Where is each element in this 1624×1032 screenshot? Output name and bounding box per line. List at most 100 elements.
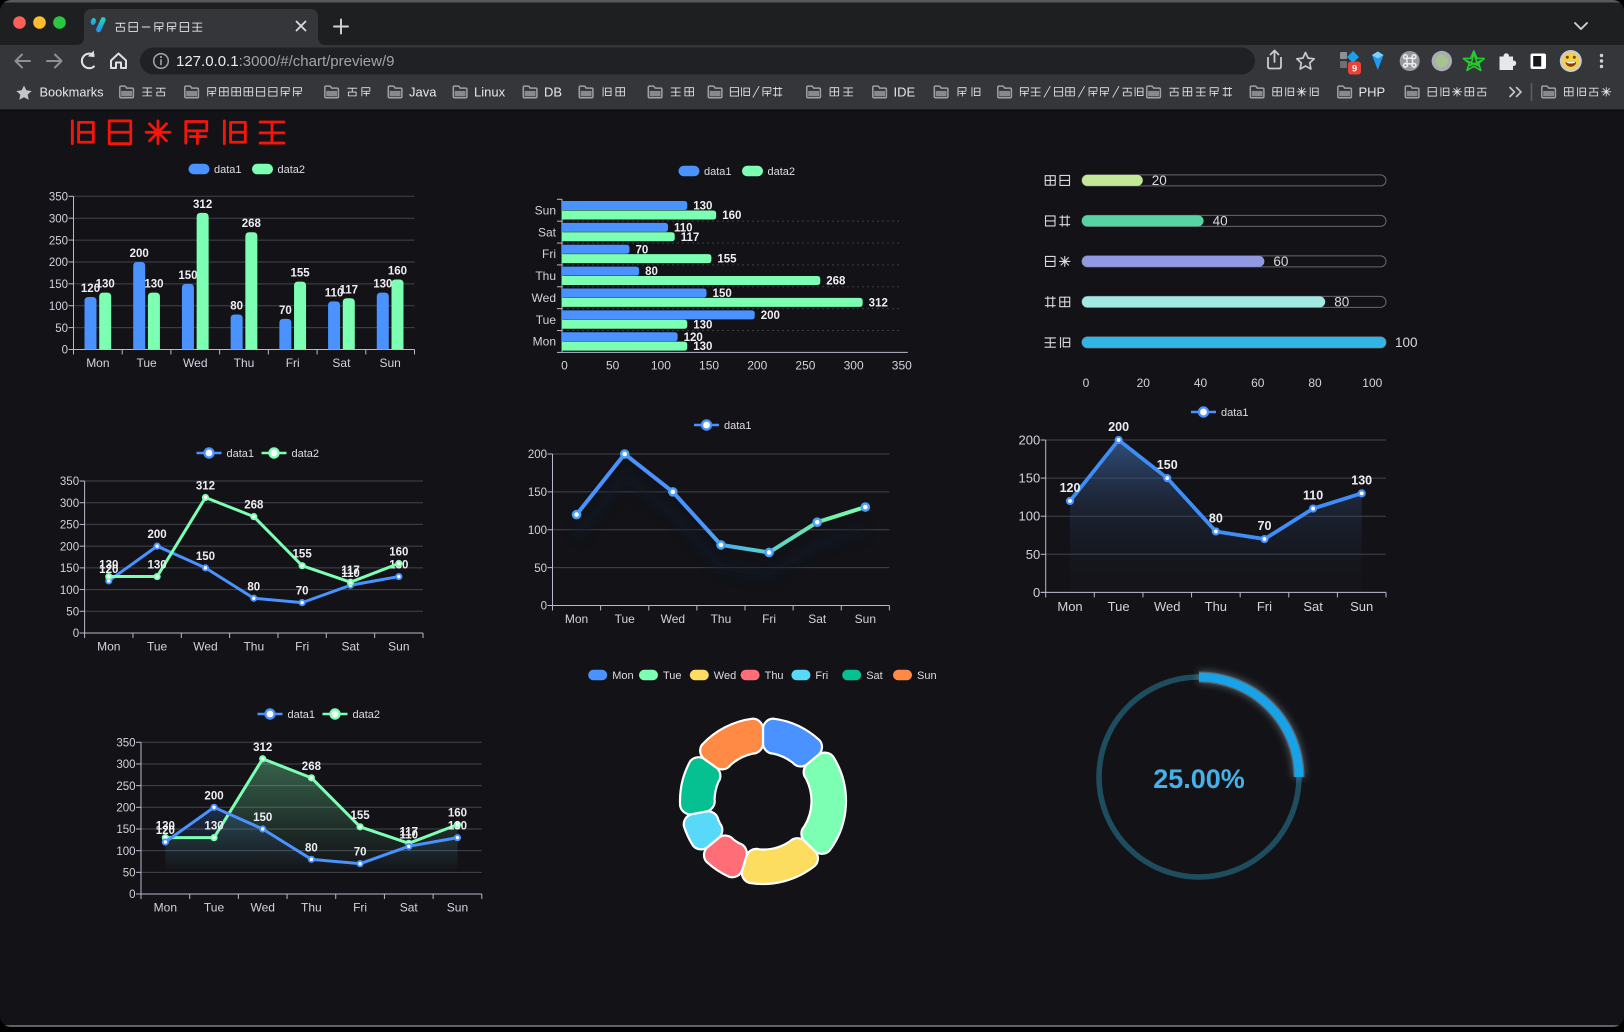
svg-text:Sun: Sun: [1350, 599, 1373, 614]
svg-text:Thu: Thu: [535, 269, 556, 283]
svg-text:130: 130: [693, 319, 712, 331]
svg-text:130: 130: [693, 341, 712, 353]
svg-text:70: 70: [1258, 519, 1272, 533]
svg-text:100: 100: [1018, 509, 1040, 524]
svg-text:Sat: Sat: [1303, 599, 1323, 614]
svg-text:data1: data1: [1221, 407, 1249, 419]
svg-text:350: 350: [116, 738, 135, 750]
svg-text:130: 130: [96, 279, 115, 291]
svg-text:150: 150: [49, 279, 68, 291]
svg-text:120: 120: [81, 283, 100, 295]
svg-text:DB: DB: [544, 84, 562, 99]
svg-text:Sun: Sun: [855, 612, 876, 626]
svg-text:Mon: Mon: [154, 901, 177, 915]
svg-text:20: 20: [1137, 376, 1151, 390]
svg-text:Thu: Thu: [243, 640, 264, 654]
svg-text:data1: data1: [214, 164, 242, 176]
svg-text:50: 50: [606, 359, 620, 373]
svg-text:80: 80: [1209, 511, 1223, 525]
svg-text:160: 160: [388, 265, 407, 277]
svg-text:Sat: Sat: [866, 670, 883, 682]
svg-text:110: 110: [325, 287, 344, 299]
svg-text:Wed: Wed: [1154, 599, 1181, 614]
svg-text:data1: data1: [227, 448, 255, 460]
svg-text:130: 130: [1351, 473, 1372, 487]
svg-text:0: 0: [62, 345, 68, 357]
svg-text:40: 40: [1194, 376, 1208, 390]
svg-text:250: 250: [60, 520, 79, 532]
svg-text:130: 130: [204, 821, 223, 833]
svg-text:Wed: Wed: [183, 356, 207, 370]
svg-text:Bookmarks: Bookmarks: [40, 85, 104, 100]
svg-text:120: 120: [684, 332, 703, 344]
svg-text:250: 250: [49, 235, 68, 247]
svg-text:250: 250: [116, 781, 135, 793]
svg-text:200: 200: [49, 257, 68, 269]
svg-text:data1: data1: [704, 166, 732, 178]
svg-text:250: 250: [795, 359, 815, 373]
svg-text:0: 0: [129, 889, 135, 901]
svg-text:70: 70: [635, 244, 648, 256]
svg-text:155: 155: [290, 268, 310, 280]
svg-text:130: 130: [693, 201, 712, 213]
svg-text:40: 40: [1213, 214, 1228, 229]
svg-text:150: 150: [178, 270, 197, 282]
svg-text:50: 50: [1026, 547, 1040, 562]
svg-text:150: 150: [196, 551, 215, 563]
svg-text:200: 200: [761, 310, 780, 322]
svg-text:0: 0: [1083, 376, 1090, 390]
svg-text:Fri: Fri: [1257, 599, 1272, 614]
svg-text:50: 50: [55, 323, 68, 335]
svg-text:Linux: Linux: [474, 84, 506, 99]
svg-text:25.00%: 25.00%: [1153, 764, 1245, 794]
svg-text:data2: data2: [292, 448, 320, 460]
svg-text:130: 130: [148, 560, 167, 572]
svg-text:117: 117: [341, 565, 360, 577]
svg-text:268: 268: [242, 218, 262, 230]
svg-text:80: 80: [305, 842, 318, 854]
svg-text:160: 160: [389, 547, 408, 559]
svg-text:268: 268: [244, 500, 264, 512]
svg-text:150: 150: [116, 824, 135, 836]
svg-text:Fri: Fri: [815, 670, 828, 682]
svg-text:Fri: Fri: [286, 356, 300, 370]
svg-text:120: 120: [1060, 481, 1081, 495]
svg-text:120: 120: [99, 564, 118, 576]
svg-text:Sat: Sat: [332, 356, 351, 370]
svg-text:Tue: Tue: [663, 670, 682, 682]
svg-text:50: 50: [66, 606, 79, 618]
svg-text:200: 200: [116, 803, 135, 815]
svg-text:70: 70: [279, 305, 292, 317]
svg-text:Fri: Fri: [542, 247, 556, 261]
svg-text:60: 60: [1251, 376, 1265, 390]
svg-text:20: 20: [1152, 173, 1167, 188]
svg-text:Mon: Mon: [612, 670, 633, 682]
svg-text:Sat: Sat: [538, 225, 557, 239]
svg-text:Thu: Thu: [1205, 599, 1227, 614]
svg-text:300: 300: [49, 213, 68, 225]
svg-text:Wed: Wed: [193, 640, 217, 654]
svg-text:70: 70: [354, 847, 367, 859]
svg-text:Sun: Sun: [379, 356, 400, 370]
svg-text:312: 312: [869, 297, 888, 309]
svg-text:130: 130: [99, 560, 118, 572]
svg-text:Mon: Mon: [533, 335, 556, 349]
svg-text:100: 100: [116, 846, 135, 858]
svg-text:200: 200: [148, 529, 167, 541]
svg-text:data2: data2: [353, 709, 381, 721]
svg-text:80: 80: [1334, 295, 1349, 310]
svg-text:Sat: Sat: [400, 901, 419, 915]
svg-text:300: 300: [116, 759, 135, 771]
svg-text:100: 100: [651, 359, 671, 373]
svg-text:200: 200: [60, 541, 79, 553]
svg-text:100: 100: [1362, 376, 1382, 390]
svg-text:70: 70: [296, 586, 309, 598]
svg-text:data1: data1: [724, 420, 752, 432]
svg-text:Wed: Wed: [532, 291, 556, 305]
svg-text:Fri: Fri: [295, 640, 309, 654]
svg-text:Java: Java: [409, 84, 437, 99]
svg-text:155: 155: [717, 254, 737, 266]
svg-text:Sat: Sat: [808, 612, 827, 626]
svg-text:150: 150: [253, 812, 272, 824]
svg-text:data2: data2: [768, 166, 796, 178]
